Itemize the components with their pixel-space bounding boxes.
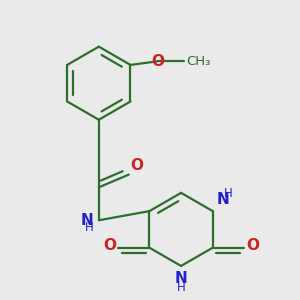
Text: N: N (81, 213, 93, 228)
Text: O: O (130, 158, 144, 173)
Text: N: N (217, 192, 230, 207)
Text: H: H (85, 221, 93, 234)
Text: N: N (175, 272, 188, 286)
Text: O: O (246, 238, 260, 253)
Text: H: H (177, 281, 185, 294)
Text: O: O (103, 238, 116, 253)
Text: CH₃: CH₃ (186, 55, 210, 68)
Text: O: O (152, 54, 164, 69)
Text: H: H (224, 187, 233, 200)
